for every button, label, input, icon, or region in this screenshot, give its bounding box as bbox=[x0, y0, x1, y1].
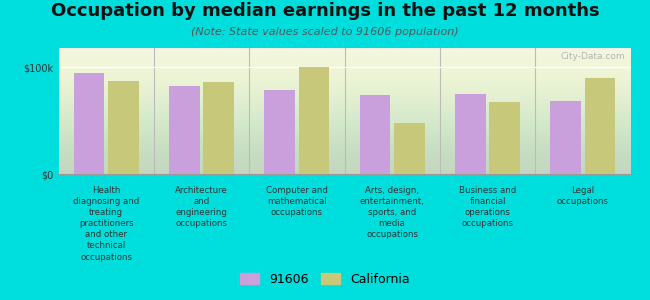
Bar bbox=[551, 101, 581, 174]
Text: Computer and
mathematical
occupations: Computer and mathematical occupations bbox=[266, 186, 328, 217]
Text: Arts, design,
entertainment,
sports, and
media
occupations: Arts, design, entertainment, sports, and… bbox=[359, 186, 424, 239]
Text: Architecture
and
engineering
occupations: Architecture and engineering occupations bbox=[175, 186, 228, 228]
Text: Legal
occupations: Legal occupations bbox=[557, 186, 609, 206]
Text: Health
diagnosing and
treating
practitioners
and other
technical
occupations: Health diagnosing and treating practitio… bbox=[73, 186, 139, 262]
Bar bbox=[585, 78, 616, 174]
Bar bbox=[455, 94, 486, 174]
Bar bbox=[359, 95, 390, 174]
Bar bbox=[73, 73, 104, 174]
Text: Business and
financial
operations
occupations: Business and financial operations occupa… bbox=[459, 186, 516, 228]
Bar bbox=[394, 123, 424, 174]
Bar bbox=[108, 81, 138, 174]
Legend: 91606, California: 91606, California bbox=[235, 268, 415, 291]
Text: City-Data.com: City-Data.com bbox=[560, 52, 625, 61]
Text: (Note: State values scaled to 91606 population): (Note: State values scaled to 91606 popu… bbox=[191, 27, 459, 37]
Bar bbox=[203, 82, 234, 174]
Bar bbox=[299, 67, 330, 174]
Bar bbox=[265, 90, 295, 174]
Bar bbox=[489, 103, 520, 174]
Bar bbox=[169, 86, 200, 174]
Text: Occupation by median earnings in the past 12 months: Occupation by median earnings in the pas… bbox=[51, 2, 599, 20]
